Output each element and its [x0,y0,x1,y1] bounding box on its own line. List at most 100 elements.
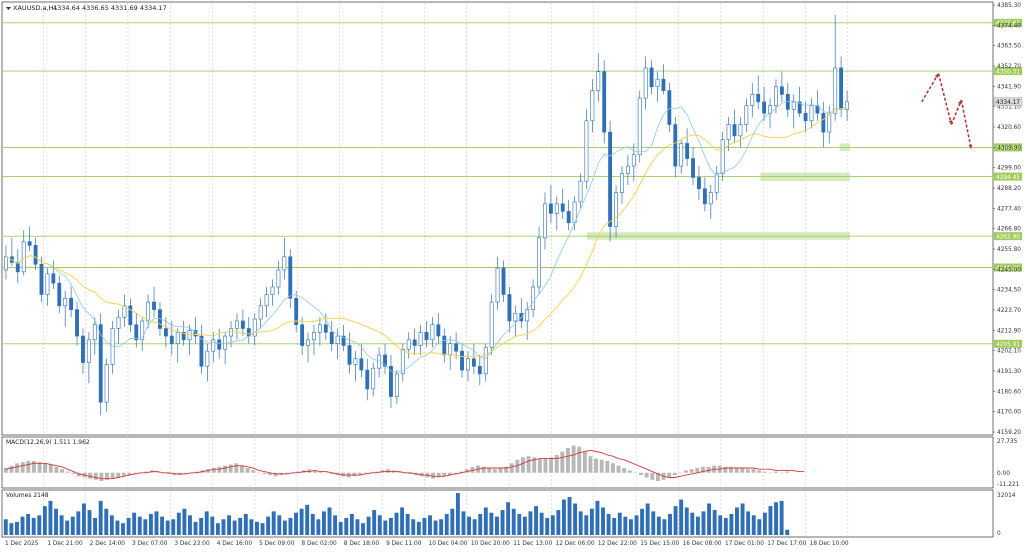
macd-bar [644,472,649,478]
time-tick-label: 3 Dec 07:00 [132,541,168,547]
candle-body [543,203,547,239]
forecast-arrowhead [934,73,939,79]
macd-bar [706,466,711,473]
price-tick-label: 4341.90 [997,84,1021,90]
macd-bar [234,463,239,473]
level-label-box [994,232,1022,241]
macd-bar [54,466,59,473]
candle-body [63,297,68,307]
macd-bar [223,465,228,473]
macd-panel-frame [1,436,994,489]
volume-bar [439,519,444,535]
macd-bar [695,468,700,473]
volume-bar [266,516,271,535]
candle-body [424,331,429,341]
volume-bar [70,516,75,535]
volume-bar [227,515,232,535]
volume-bar [355,519,360,535]
volume-bar [444,514,449,535]
volume-bar [143,519,148,535]
price-tick-label: 4309.90 [997,145,1021,151]
price-tick-label: 4255.80 [997,247,1021,253]
forecast-arrows [921,73,973,150]
candle-body [353,358,358,365]
volume-bar [455,493,460,535]
candle-body [323,324,328,333]
price-tick-label: 4234.50 [997,288,1021,294]
volume-bar [188,515,192,535]
macd-bar [71,472,76,474]
volume-panel: 32014 0 [3,493,1016,537]
triangle-down-icon[interactable] [6,7,11,10]
macd-bar [481,466,486,473]
volume-bar [422,517,427,535]
candle-body [128,305,133,326]
candle-body [211,339,216,352]
macd-bar [509,463,514,473]
macd-bar [537,458,542,473]
volume-bar [578,511,583,535]
macd-bar [93,472,98,480]
macd-bar [745,469,750,473]
macd-bar [447,472,452,476]
price-tick-label: 4277.40 [997,206,1021,212]
macd-bar [324,472,329,474]
volume-bar [617,512,622,535]
volume-bar [478,514,483,535]
candle-body [430,324,435,341]
symbol-label: XAUUSD.a,H1 [13,4,58,12]
volume-bar [148,514,153,535]
candle-body [477,365,482,375]
volume-bar [550,515,555,535]
volume-bar [182,508,187,535]
macd-bar [144,471,149,473]
macd-bar [15,463,20,473]
volume-bar [93,517,98,535]
volume-bar [757,519,762,535]
price-tick-label: 4180.60 [997,389,1021,395]
candle-body [300,324,305,346]
volume-bar [651,511,656,535]
volume-bar [98,500,103,535]
price-panel-frame [1,1,994,436]
forecast-segment [921,73,940,103]
candle-body [821,112,826,133]
macd-bar [318,471,323,473]
volume-bar [628,519,633,535]
macd-bar [464,469,469,473]
macd-bar [678,472,683,474]
candle-body [217,339,222,350]
macd-bar [436,472,441,478]
macd-bar [268,472,272,476]
candle-body [282,256,287,271]
volume-bar [165,520,170,535]
volume-bar [561,499,566,535]
volume-bar [126,517,131,535]
volume-bar [37,515,42,535]
candle-body [15,262,20,273]
candle-body [750,94,755,106]
volume-bar [640,508,645,535]
volume-bar [785,529,790,535]
candle-body [448,343,453,356]
volume-bar [9,523,14,535]
candle-body [104,364,109,403]
macd-bar [307,469,312,473]
volume-bar [215,523,220,535]
macd-bar [3,468,8,473]
candle-body [306,339,310,346]
candle-body [614,192,618,227]
time-tick-label: 15 Dec 15:00 [640,541,679,547]
macd-bar [689,469,694,473]
time-tick-label: 11 Dec 13:00 [513,541,552,547]
macd-bar [341,472,346,477]
moving-average-slow [5,107,848,358]
macd-signal-line [5,449,805,480]
level-label: 4294.45 [996,175,1020,181]
price-tick-label: 4212.90 [997,328,1021,334]
candle-body [199,335,204,367]
level-label-box [994,143,1022,152]
volume-bar [729,514,734,535]
volume-bar [428,515,432,535]
